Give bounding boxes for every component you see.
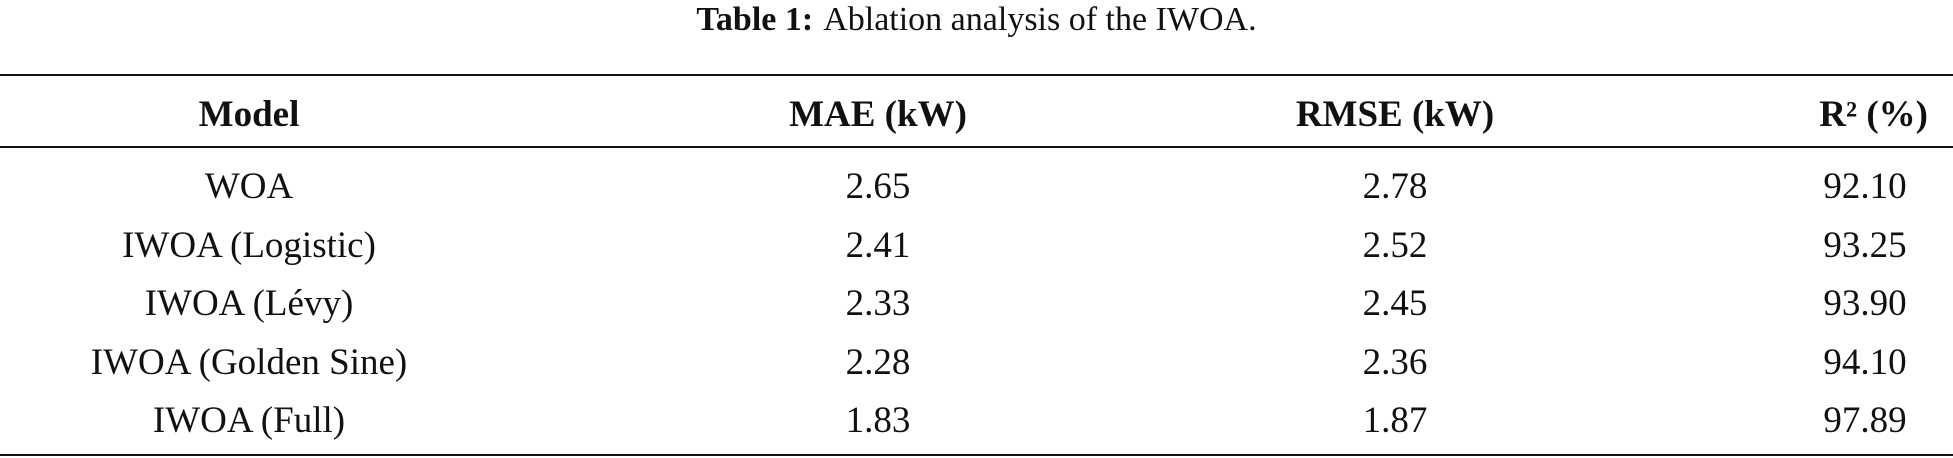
table-cell: 2.28 [845, 341, 911, 383]
header-cell: Model [198, 94, 300, 135]
bottom-rule [0, 454, 1953, 456]
table-cell: 2.36 [1362, 341, 1428, 383]
table-cell: 2.65 [845, 166, 911, 207]
row-label: IWOA (Full) [152, 400, 346, 441]
row-label: IWOA (Lévy) [144, 283, 354, 324]
table-cell: 2.78 [1362, 166, 1428, 207]
table-cell: 92.10 [1823, 166, 1907, 207]
mid-rule [0, 146, 1953, 148]
table-cell: 2.45 [1362, 283, 1428, 324]
table-cell: 1.87 [1362, 400, 1428, 441]
table-cell: 2.52 [1362, 224, 1428, 266]
header-cell: MAE (kW) [789, 94, 967, 135]
table-caption: Table 1: Ablation analysis of the IWOA. [0, 0, 1953, 40]
caption-text: Ablation analysis of the IWOA. [823, 1, 1257, 38]
header-cell: RMSE (kW) [1295, 94, 1495, 135]
table-cell: 93.90 [1823, 283, 1907, 324]
caption-label: Table 1: [696, 1, 814, 38]
table-cell: 2.41 [845, 224, 911, 266]
header-cell: R² (%) [1819, 94, 1928, 135]
row-label: WOA [204, 166, 294, 207]
table-cell: 94.10 [1823, 341, 1907, 383]
top-rule [0, 74, 1953, 76]
table-cell: 1.83 [845, 400, 911, 441]
row-label: IWOA (Logistic) [122, 224, 376, 266]
row-label: IWOA (Golden Sine) [90, 341, 408, 383]
table-cell: 93.25 [1823, 224, 1907, 266]
table-cell: 2.33 [845, 283, 911, 324]
table-cell: 97.89 [1823, 400, 1907, 441]
